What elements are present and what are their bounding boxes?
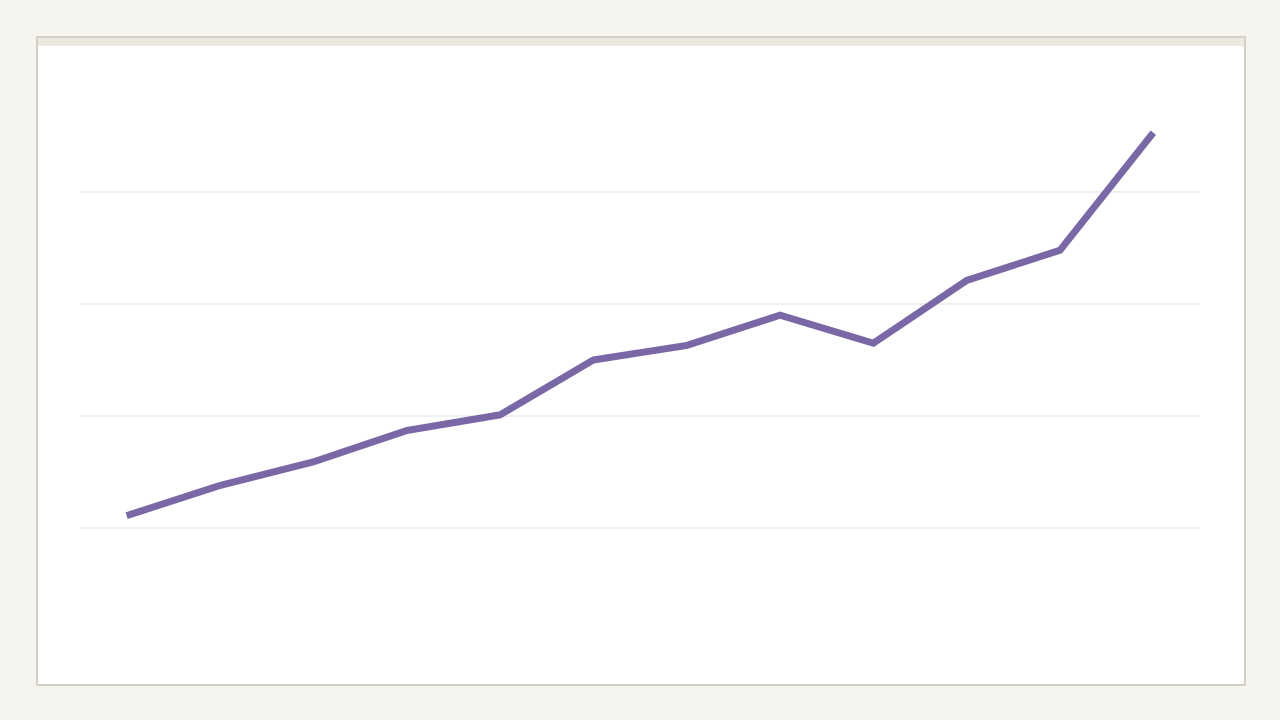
card-header-strip (38, 38, 1244, 46)
chart-card (36, 36, 1246, 686)
data-line (125, 130, 1157, 520)
